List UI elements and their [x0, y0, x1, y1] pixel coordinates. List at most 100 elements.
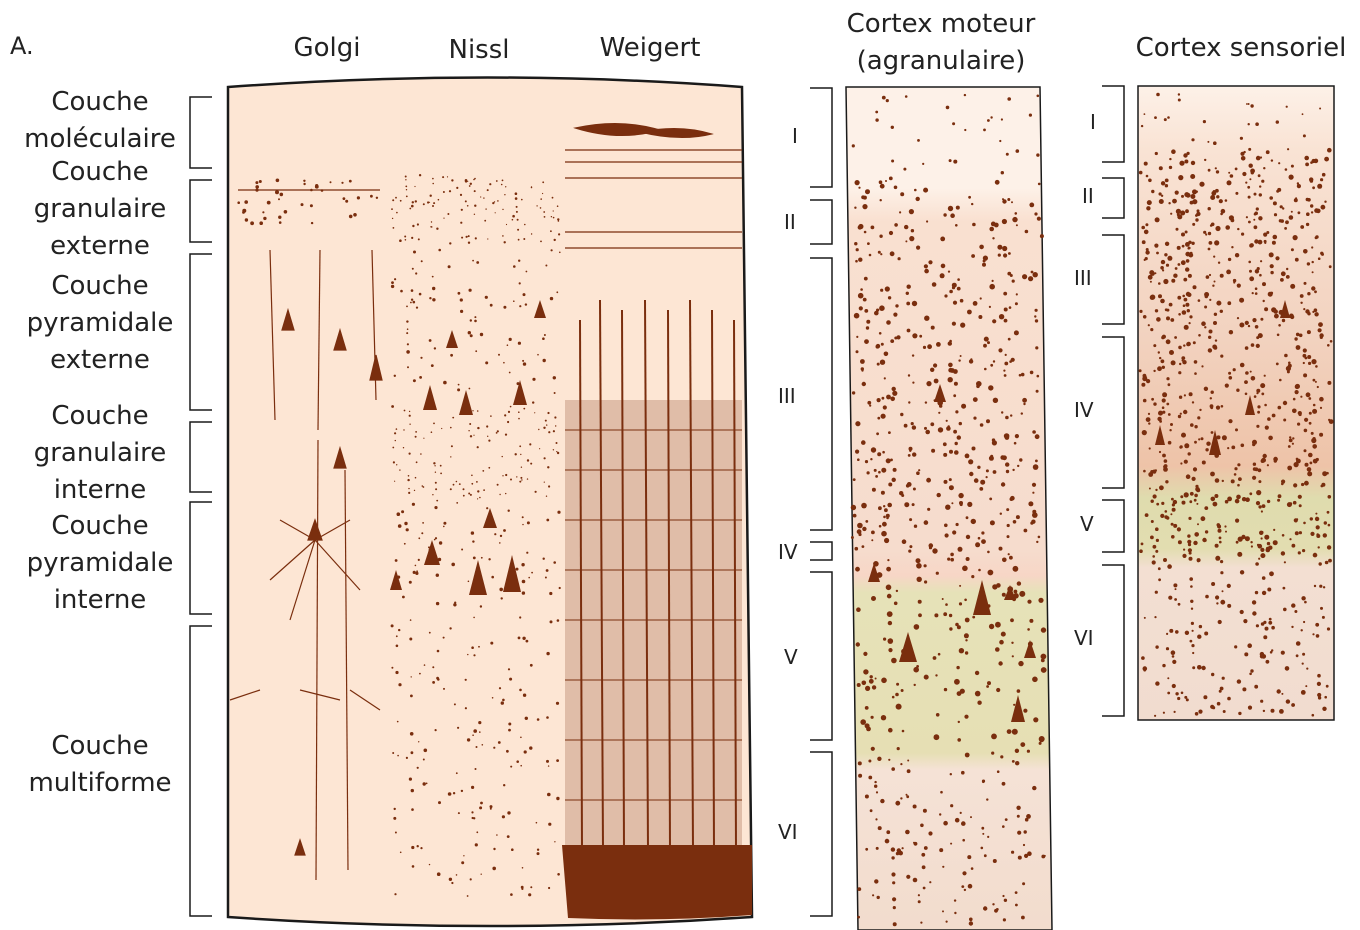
stain-dot — [479, 605, 483, 608]
stain-dot — [392, 461, 395, 464]
stain-dot — [543, 457, 546, 460]
stain-dot — [1237, 536, 1243, 542]
stain-dot — [1326, 627, 1331, 631]
stain-dot — [1185, 209, 1189, 214]
stain-dot — [1016, 805, 1021, 810]
stain-dot — [486, 507, 489, 510]
stain-dot — [1204, 506, 1209, 510]
stain-dot — [870, 746, 875, 751]
stain-dot — [461, 236, 464, 239]
stain-dot — [1202, 120, 1206, 124]
stain-dot — [1014, 891, 1018, 894]
stain-dot — [1152, 555, 1155, 558]
stain-dot — [1167, 440, 1172, 445]
stain-dot — [876, 432, 879, 436]
stain-dot — [1182, 360, 1187, 365]
stain-dot — [991, 751, 995, 755]
stain-dot — [1205, 233, 1208, 236]
stain-dot — [951, 502, 954, 505]
stain-dot — [861, 369, 864, 372]
stain-dot — [348, 179, 352, 183]
stain-dot — [430, 226, 432, 228]
label-line: granulaire — [33, 438, 167, 468]
stain-dot — [395, 196, 397, 199]
stain-dot — [899, 211, 902, 214]
stain-dot — [1007, 198, 1011, 201]
stain-dot — [1319, 432, 1324, 437]
stain-dot — [1208, 329, 1213, 334]
stain-dot — [917, 139, 920, 142]
stain-dot — [1288, 361, 1291, 365]
stain-dot — [1028, 113, 1032, 117]
stain-dot — [1004, 353, 1007, 356]
stain-dot — [314, 184, 319, 189]
stain-dot — [1258, 557, 1261, 560]
stain-dot — [1224, 383, 1229, 388]
stain-dot — [944, 533, 949, 538]
stain-dot — [956, 435, 961, 440]
stain-dot — [557, 218, 560, 221]
stain-dot — [1142, 398, 1147, 403]
stain-dot — [432, 205, 434, 207]
stain-dot — [1155, 549, 1159, 553]
stain-dot — [487, 238, 489, 240]
stain-dot — [403, 409, 406, 412]
stain-dot — [1240, 151, 1245, 156]
stain-dot — [1239, 297, 1245, 303]
stain-dot — [1304, 417, 1309, 422]
stain-dot — [1171, 655, 1175, 658]
stain-dot — [965, 516, 969, 520]
stain-dot — [507, 410, 511, 413]
stain-dot — [1269, 196, 1273, 200]
stain-dot — [538, 428, 540, 431]
stain-dot — [1014, 748, 1020, 753]
stain-dot — [940, 263, 946, 269]
stain-dot — [1285, 275, 1290, 279]
nissl-neurons — [390, 300, 546, 595]
stain-dot — [1312, 378, 1316, 382]
stain-dot — [1239, 362, 1245, 368]
stain-dot — [410, 788, 414, 793]
stain-dot — [1183, 409, 1188, 415]
stain-dot — [949, 773, 952, 776]
stain-dot — [920, 921, 923, 924]
stain-dot — [1000, 171, 1004, 175]
stain-dot — [953, 159, 958, 164]
stain-dot — [1196, 502, 1199, 505]
stain-dot — [1247, 643, 1252, 648]
stain-dot — [1160, 194, 1164, 197]
sensory-layer-III: III — [1074, 266, 1092, 290]
stain-dot — [974, 690, 981, 697]
stain-dot — [893, 185, 898, 190]
stain-dot — [422, 782, 426, 786]
stain-dot — [397, 754, 399, 757]
stain-dot — [542, 337, 545, 341]
stain-dot — [1218, 536, 1222, 540]
stain-dot — [495, 432, 498, 434]
stain-dot — [876, 362, 880, 366]
stain-dot — [1036, 153, 1040, 157]
stain-dot — [1011, 850, 1015, 854]
stain-dot — [1162, 663, 1166, 668]
stain-dot — [1220, 405, 1224, 408]
stain-dot — [903, 167, 907, 171]
stain-dot — [1152, 469, 1157, 474]
stain-dot — [861, 381, 866, 387]
stain-dot — [1321, 172, 1326, 177]
panel-letter: A. — [10, 32, 34, 60]
stain-dot — [411, 808, 414, 811]
stain-dot — [1277, 498, 1281, 502]
stain-dot — [1290, 164, 1294, 168]
stain-dot — [496, 834, 498, 836]
stain-dot — [875, 818, 878, 821]
stain-dot — [1254, 287, 1258, 291]
stain-dot — [430, 221, 433, 223]
stain-dot — [505, 223, 508, 226]
stain-dot — [906, 284, 911, 289]
stain-dot — [951, 282, 957, 288]
stain-dot — [1010, 414, 1013, 417]
stain-dot — [999, 139, 1002, 143]
stain-dot — [973, 416, 977, 420]
stain-dot — [978, 568, 981, 572]
stain-dot — [1158, 410, 1163, 416]
